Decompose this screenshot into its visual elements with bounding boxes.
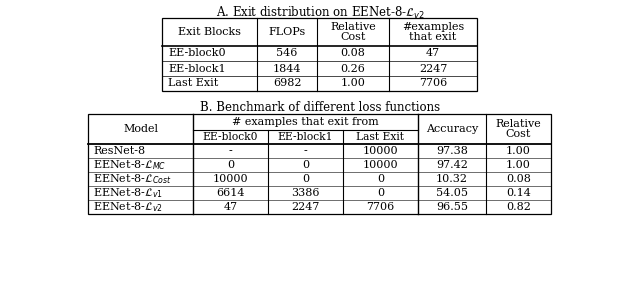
Text: 0: 0 xyxy=(302,160,309,170)
Text: 2247: 2247 xyxy=(291,202,320,212)
Text: 2247: 2247 xyxy=(419,63,447,74)
Text: 546: 546 xyxy=(276,48,298,59)
Text: FLOPs: FLOPs xyxy=(268,27,306,37)
Text: 0.08: 0.08 xyxy=(506,174,531,184)
Text: 1844: 1844 xyxy=(273,63,301,74)
Text: EE-block0: EE-block0 xyxy=(168,48,226,59)
Text: A. Exit distribution on EENet-8-$\mathcal{L}_{v2}$: A. Exit distribution on EENet-8-$\mathca… xyxy=(216,5,424,21)
Text: B. Benchmark of different loss functions: B. Benchmark of different loss functions xyxy=(200,101,440,114)
Text: 7706: 7706 xyxy=(366,202,395,212)
Text: 0: 0 xyxy=(377,188,384,198)
Text: 0.26: 0.26 xyxy=(340,63,365,74)
Text: 6614: 6614 xyxy=(216,188,244,198)
Text: 3386: 3386 xyxy=(291,188,320,198)
Text: 0.08: 0.08 xyxy=(340,48,365,59)
Text: that exit: that exit xyxy=(410,32,456,42)
Text: EE-block1: EE-block1 xyxy=(278,132,333,142)
Text: Accuracy: Accuracy xyxy=(426,124,478,134)
Text: Cost: Cost xyxy=(506,129,531,139)
Text: 0.82: 0.82 xyxy=(506,202,531,212)
Text: 0: 0 xyxy=(302,174,309,184)
Text: 47: 47 xyxy=(426,48,440,59)
Text: Last Exit: Last Exit xyxy=(168,78,218,89)
Text: 1.00: 1.00 xyxy=(506,146,531,156)
Text: 97.42: 97.42 xyxy=(436,160,468,170)
Text: Last Exit: Last Exit xyxy=(356,132,404,142)
Text: 1.00: 1.00 xyxy=(506,160,531,170)
Text: Relative: Relative xyxy=(495,119,541,129)
Text: 10000: 10000 xyxy=(212,174,248,184)
Text: EE-block0: EE-block0 xyxy=(203,132,259,142)
Text: Cost: Cost xyxy=(340,32,365,42)
Text: 0: 0 xyxy=(227,160,234,170)
Text: 1.00: 1.00 xyxy=(340,78,365,89)
Text: 0.14: 0.14 xyxy=(506,188,531,198)
Bar xyxy=(162,18,477,91)
Text: #examples: #examples xyxy=(402,22,464,32)
Text: 10000: 10000 xyxy=(363,146,398,156)
Text: Model: Model xyxy=(123,124,158,134)
Text: # examples that exit from: # examples that exit from xyxy=(232,117,379,127)
Text: 10.32: 10.32 xyxy=(436,174,468,184)
Text: -: - xyxy=(303,146,307,156)
Bar xyxy=(88,114,551,214)
Text: EENet-8-$\mathcal{L}_{Cost}$: EENet-8-$\mathcal{L}_{Cost}$ xyxy=(93,172,172,186)
Text: 54.05: 54.05 xyxy=(436,188,468,198)
Text: ResNet-8: ResNet-8 xyxy=(93,146,145,156)
Text: 97.38: 97.38 xyxy=(436,146,468,156)
Text: EENet-8-$\mathcal{L}_{MC}$: EENet-8-$\mathcal{L}_{MC}$ xyxy=(93,158,166,172)
Text: 96.55: 96.55 xyxy=(436,202,468,212)
Text: 0: 0 xyxy=(377,174,384,184)
Text: 10000: 10000 xyxy=(363,160,398,170)
Text: 47: 47 xyxy=(223,202,237,212)
Text: 6982: 6982 xyxy=(273,78,301,89)
Text: 7706: 7706 xyxy=(419,78,447,89)
Text: Exit Blocks: Exit Blocks xyxy=(178,27,241,37)
Text: -: - xyxy=(228,146,232,156)
Text: Relative: Relative xyxy=(330,22,376,32)
Text: EENet-8-$\mathcal{L}_{v2}$: EENet-8-$\mathcal{L}_{v2}$ xyxy=(93,200,163,214)
Text: EENet-8-$\mathcal{L}_{v1}$: EENet-8-$\mathcal{L}_{v1}$ xyxy=(93,186,163,200)
Text: EE-block1: EE-block1 xyxy=(168,63,226,74)
